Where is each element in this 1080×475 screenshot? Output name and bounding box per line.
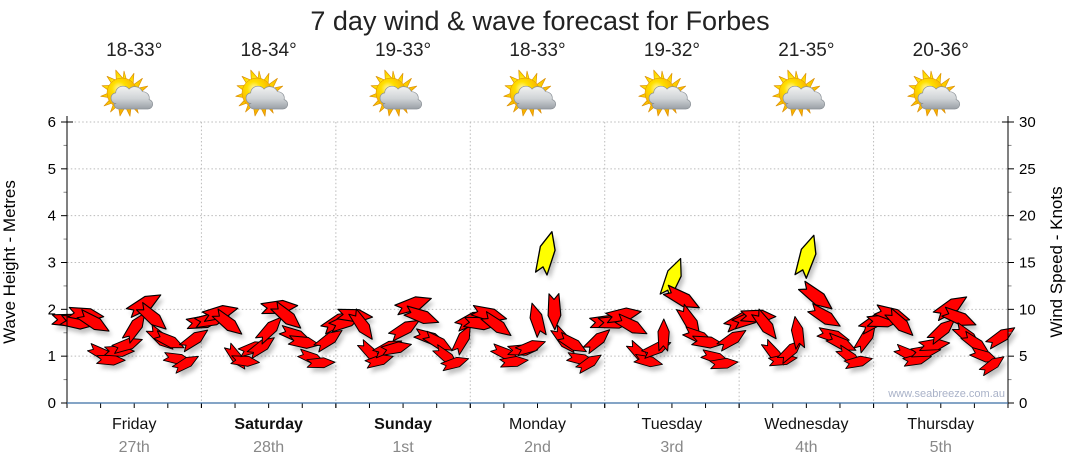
svg-text:6: 6	[48, 114, 56, 131]
svg-text:3: 3	[48, 255, 56, 272]
svg-text:15: 15	[1019, 255, 1036, 272]
svg-text:30: 30	[1019, 114, 1036, 131]
svg-text:4th: 4th	[795, 439, 817, 456]
svg-text:Friday: Friday	[112, 416, 156, 433]
svg-text:Thursday: Thursday	[907, 416, 974, 433]
svg-text:3rd: 3rd	[660, 439, 683, 456]
svg-text:Monday: Monday	[509, 416, 566, 433]
svg-text:4: 4	[48, 208, 56, 225]
svg-text:1st: 1st	[392, 439, 414, 456]
svg-text:2: 2	[48, 301, 56, 318]
svg-text:5th: 5th	[930, 439, 952, 456]
svg-text:Saturday: Saturday	[234, 416, 303, 433]
svg-text:www.seabreeze.com.au: www.seabreeze.com.au	[887, 388, 1005, 400]
svg-text:Wave Height - Metres: Wave Height - Metres	[0, 180, 19, 344]
svg-text:10: 10	[1019, 301, 1036, 318]
svg-text:Tuesday: Tuesday	[642, 416, 703, 433]
svg-text:5: 5	[48, 161, 56, 178]
svg-text:2nd: 2nd	[524, 439, 551, 456]
svg-text:20: 20	[1019, 208, 1036, 225]
svg-text:Wednesday: Wednesday	[764, 416, 848, 433]
svg-text:28th: 28th	[253, 439, 284, 456]
svg-text:Wind Speed - Knots: Wind Speed - Knots	[1047, 186, 1066, 337]
svg-text:0: 0	[1019, 395, 1027, 412]
svg-text:25: 25	[1019, 161, 1036, 178]
svg-text:Sunday: Sunday	[374, 416, 432, 433]
svg-text:1: 1	[48, 348, 56, 365]
svg-text:5: 5	[1019, 348, 1027, 365]
svg-text:27th: 27th	[119, 439, 150, 456]
svg-text:0: 0	[48, 395, 56, 412]
